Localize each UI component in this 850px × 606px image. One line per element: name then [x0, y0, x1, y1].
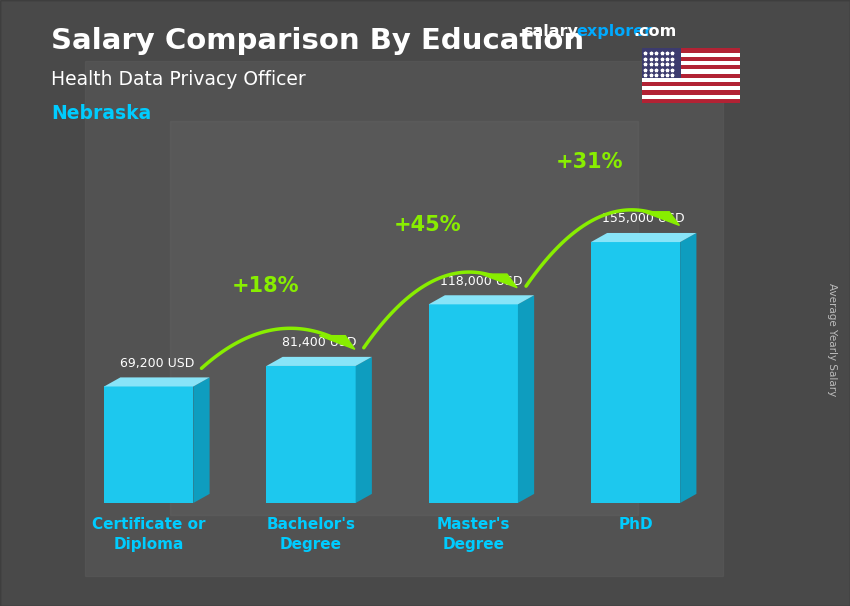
Text: explorer: explorer — [576, 24, 653, 39]
Bar — [642, 90, 740, 95]
Bar — [642, 48, 740, 53]
Text: 155,000 USD: 155,000 USD — [603, 212, 685, 225]
Bar — [642, 99, 740, 103]
Bar — [170, 121, 638, 515]
Polygon shape — [428, 295, 534, 304]
Bar — [642, 48, 681, 78]
Polygon shape — [266, 357, 371, 366]
Polygon shape — [320, 336, 354, 349]
Text: +31%: +31% — [556, 152, 624, 172]
Text: .com: .com — [633, 24, 677, 39]
Bar — [104, 387, 193, 503]
Bar — [642, 78, 740, 82]
Text: +18%: +18% — [231, 276, 299, 296]
Polygon shape — [518, 295, 534, 503]
Polygon shape — [193, 378, 210, 503]
Bar — [591, 242, 680, 503]
Text: Nebraska: Nebraska — [51, 104, 151, 123]
Polygon shape — [680, 233, 696, 503]
Polygon shape — [591, 233, 696, 242]
Bar — [642, 74, 740, 78]
Polygon shape — [355, 357, 371, 503]
Text: Salary Comparison By Education: Salary Comparison By Education — [51, 27, 584, 55]
Text: +45%: +45% — [394, 215, 462, 235]
Bar — [266, 366, 355, 503]
Polygon shape — [481, 274, 517, 288]
Bar — [642, 61, 740, 65]
Bar — [642, 57, 740, 61]
Bar — [642, 53, 740, 57]
Text: Average Yearly Salary: Average Yearly Salary — [827, 283, 837, 396]
Bar — [642, 86, 740, 90]
Bar — [642, 65, 740, 70]
Text: salary: salary — [523, 24, 578, 39]
Text: 81,400 USD: 81,400 USD — [282, 336, 356, 349]
Polygon shape — [643, 211, 679, 225]
Text: 69,200 USD: 69,200 USD — [120, 357, 194, 370]
Bar — [642, 95, 740, 99]
Bar — [85, 61, 722, 576]
Text: Health Data Privacy Officer: Health Data Privacy Officer — [51, 70, 306, 88]
Bar — [642, 70, 740, 74]
Text: 118,000 USD: 118,000 USD — [440, 275, 523, 288]
Bar — [642, 82, 740, 86]
Polygon shape — [104, 378, 210, 387]
Bar — [428, 304, 518, 503]
